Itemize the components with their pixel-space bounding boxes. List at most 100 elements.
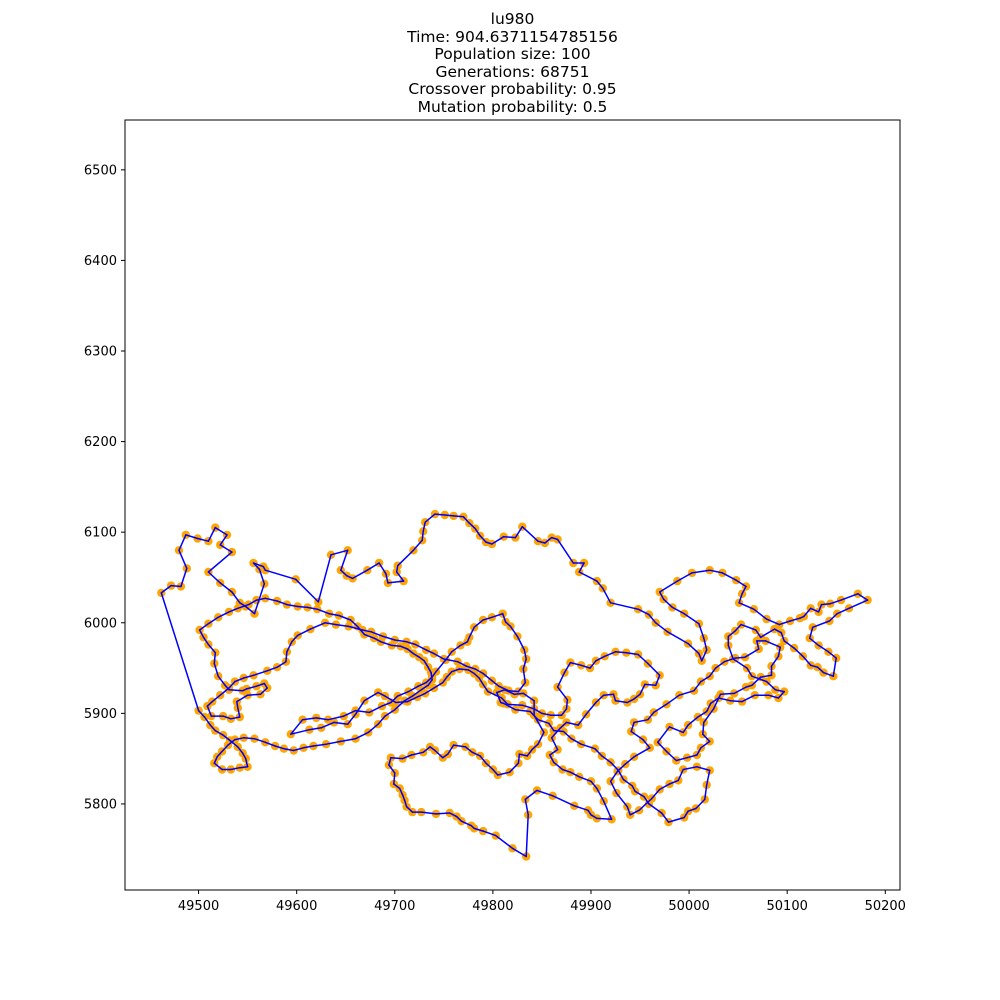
route-segment bbox=[770, 655, 780, 667]
route-segment bbox=[498, 685, 510, 692]
route-segment bbox=[522, 668, 527, 684]
route-segment bbox=[764, 640, 782, 648]
route-segment bbox=[524, 789, 538, 801]
route-segment bbox=[780, 631, 785, 642]
route-segment bbox=[533, 714, 545, 734]
route-segment bbox=[473, 672, 480, 679]
route-segment bbox=[504, 621, 512, 628]
route-segment bbox=[285, 651, 288, 663]
route-segment bbox=[317, 554, 332, 603]
route-segment bbox=[537, 540, 546, 544]
route-segment bbox=[778, 620, 791, 626]
route-segment bbox=[405, 805, 414, 813]
route-segment bbox=[522, 658, 527, 670]
route-segment bbox=[381, 701, 392, 707]
route-segment bbox=[569, 661, 582, 667]
route-segment bbox=[696, 766, 711, 772]
route-segment bbox=[412, 652, 421, 658]
route-segment bbox=[264, 741, 276, 747]
route-segment bbox=[286, 603, 299, 608]
route-segment bbox=[603, 651, 617, 658]
route-segment bbox=[390, 756, 404, 760]
route-segment bbox=[370, 631, 384, 638]
route-segment bbox=[230, 716, 241, 720]
route-segment bbox=[396, 690, 410, 697]
route-segment bbox=[549, 748, 559, 756]
route-segment bbox=[541, 712, 552, 716]
route-segment bbox=[442, 676, 448, 684]
route-segment bbox=[492, 768, 499, 776]
route-segment bbox=[658, 580, 679, 593]
route-segment bbox=[502, 702, 517, 711]
route-segment bbox=[384, 708, 396, 717]
route-segment bbox=[691, 569, 711, 574]
route-segment bbox=[216, 750, 223, 758]
route-segment bbox=[516, 635, 526, 651]
route-segment bbox=[422, 746, 431, 754]
route-segment bbox=[514, 525, 524, 539]
y-axis: 5800 5900 6000 6100 6200 6300 6400 6500 bbox=[84, 163, 125, 812]
route-segment bbox=[435, 812, 451, 815]
route-segment bbox=[721, 572, 737, 581]
y-tick-label: 6300 bbox=[84, 345, 117, 360]
route-segment bbox=[827, 651, 837, 659]
chart-title-line: Generations: 68751 bbox=[435, 63, 589, 81]
route-segment bbox=[363, 691, 379, 702]
route-segment bbox=[634, 790, 645, 798]
route-segment bbox=[658, 591, 665, 600]
route-segment bbox=[431, 670, 437, 678]
route-segment bbox=[714, 660, 726, 669]
route-segment bbox=[264, 569, 297, 581]
route-segment bbox=[236, 700, 239, 709]
route-segment bbox=[612, 693, 617, 702]
route-segment bbox=[209, 724, 217, 732]
route-segment bbox=[705, 769, 711, 786]
route-segment bbox=[537, 731, 545, 745]
route-segment bbox=[585, 701, 597, 716]
route-segment bbox=[301, 717, 318, 721]
route-segment bbox=[595, 694, 605, 704]
route-segment bbox=[828, 612, 838, 622]
route-segment bbox=[626, 698, 635, 704]
route-segment bbox=[517, 681, 527, 693]
route-segment bbox=[333, 721, 349, 725]
route-segment bbox=[569, 771, 580, 778]
route-segment bbox=[446, 670, 453, 678]
route-segment bbox=[626, 805, 631, 816]
route-segment bbox=[531, 743, 539, 751]
route-segment bbox=[325, 740, 342, 745]
route-segment bbox=[253, 737, 267, 744]
route-segment bbox=[648, 803, 663, 814]
route-segment bbox=[239, 766, 249, 769]
route-segment bbox=[654, 622, 669, 633]
route-segment bbox=[524, 798, 529, 816]
route-segment bbox=[414, 643, 427, 651]
y-tick-label: 5800 bbox=[84, 797, 117, 812]
route-segment bbox=[482, 683, 489, 693]
route-segment bbox=[622, 778, 633, 787]
route-segment bbox=[630, 730, 644, 741]
route-segment bbox=[577, 713, 587, 726]
route-segment bbox=[502, 535, 517, 539]
route-segment bbox=[433, 652, 445, 660]
route-segment bbox=[756, 640, 760, 650]
route-segment bbox=[518, 753, 528, 757]
route-segment bbox=[609, 761, 620, 772]
route-segment bbox=[482, 616, 493, 621]
route-segment bbox=[596, 787, 605, 802]
route-segment bbox=[759, 628, 776, 639]
route-segment bbox=[533, 708, 543, 715]
route-segment bbox=[840, 593, 859, 601]
route-segment bbox=[219, 582, 233, 593]
route-segment bbox=[380, 641, 393, 647]
route-segment bbox=[501, 612, 507, 623]
chart-title-line: Mutation probability: 0.5 bbox=[418, 98, 608, 116]
route-segment bbox=[452, 744, 467, 748]
route-segment bbox=[729, 699, 743, 703]
route-segment bbox=[656, 726, 671, 744]
route-segment bbox=[197, 709, 206, 718]
route-segment bbox=[214, 526, 228, 536]
route-segment bbox=[602, 693, 615, 696]
route-segment bbox=[712, 693, 722, 710]
route-segment bbox=[551, 795, 576, 807]
